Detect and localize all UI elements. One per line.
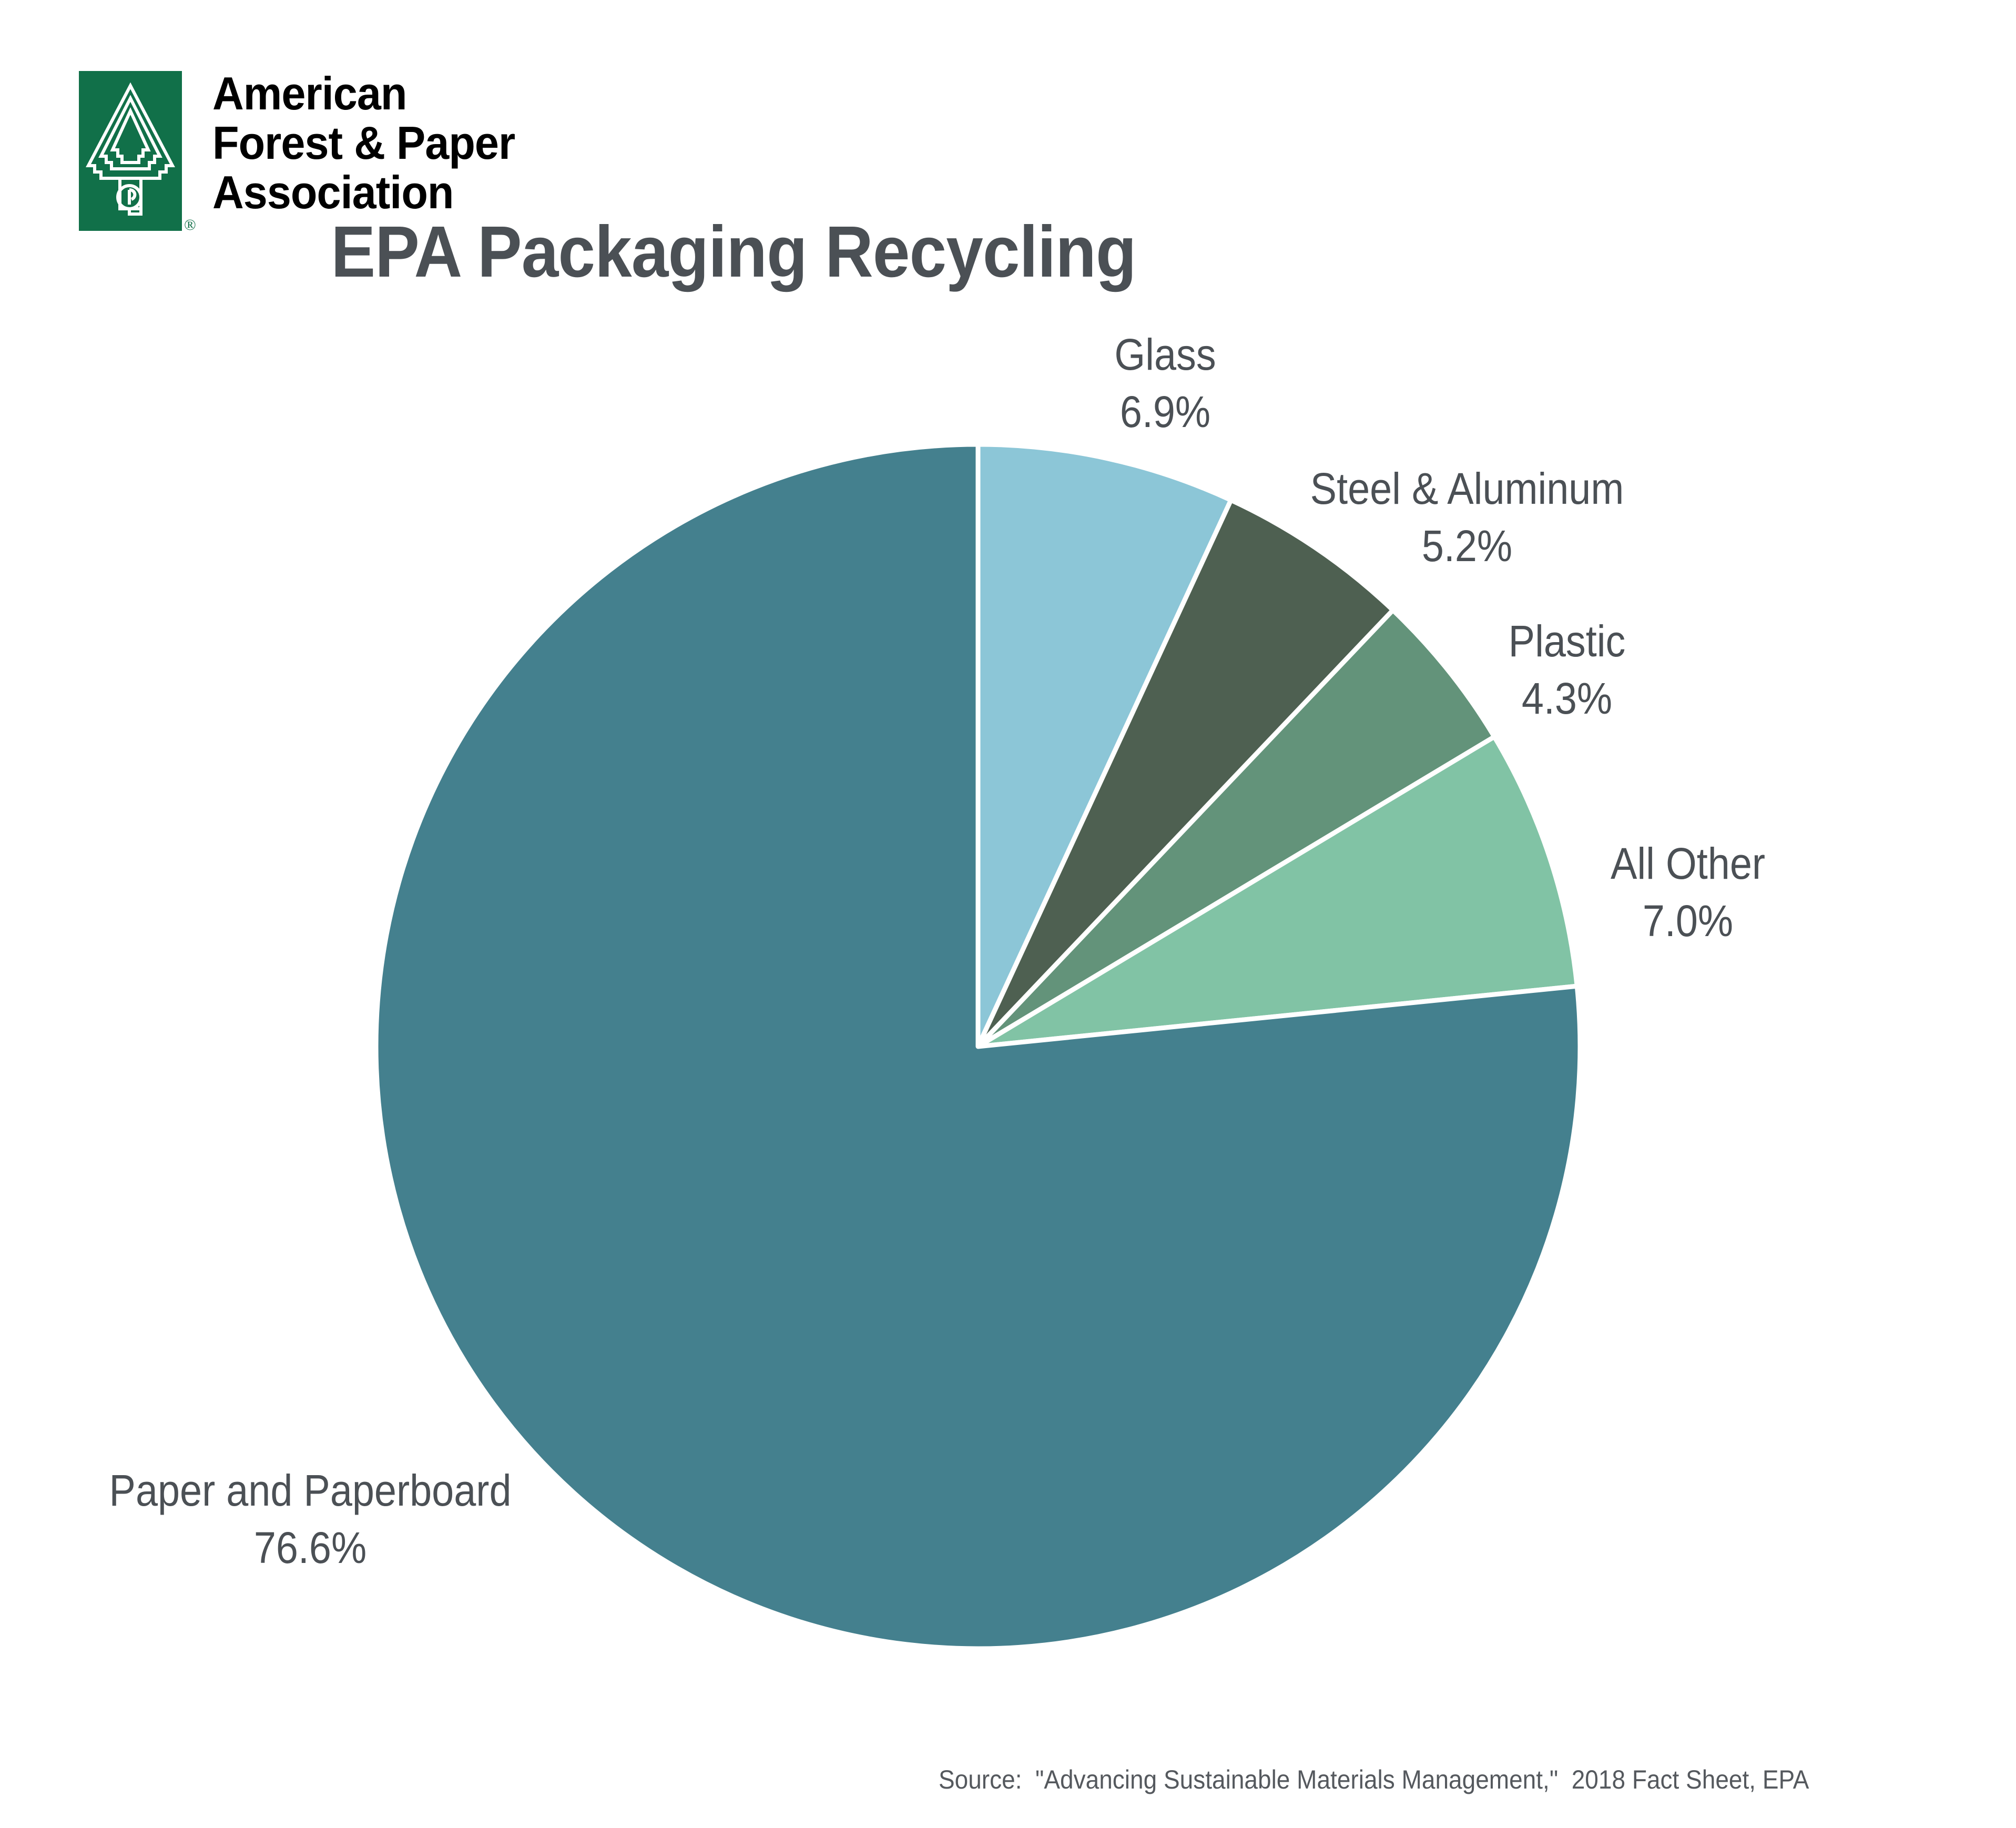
pie-label-steel-and-aluminum: Steel & Aluminum 5.2% (1193, 460, 1742, 575)
pie-label-plastic-value: 4.3% (1521, 674, 1613, 724)
pie-label-glass-name: Glass (1114, 330, 1216, 379)
pie-label-plastic: Plastic 4.3% (1359, 613, 1775, 727)
pie-label-glass-value: 6.9% (1119, 387, 1211, 437)
pie-slice (373, 442, 1583, 1651)
pie-label-paper-and-paperboard-value: 76.6% (253, 1523, 367, 1573)
pie-label-glass: Glass 6.9% (985, 326, 1345, 441)
pie-label-plastic-name: Plastic (1508, 616, 1626, 666)
pie-slice (975, 442, 1234, 1049)
pie-slice (975, 497, 1396, 1049)
afpa-wordmark-line-3: Association (212, 166, 454, 219)
afpa-wordmark-line-2: Forest & Paper (212, 117, 515, 169)
pie-label-all-other-value: 7.0% (1642, 896, 1734, 946)
pie-slice (975, 734, 1580, 1049)
pie-label-paper-and-paperboard: Paper and Paperboard 76.6% (59, 1462, 561, 1577)
pie-label-all-other: All Other 7.0% (1475, 835, 1901, 950)
pie-slices (373, 442, 1583, 1651)
pie-label-all-other-name: All Other (1610, 839, 1766, 888)
chart-title: EPA Packaging Recycling (331, 211, 1136, 292)
registered-trademark-icon: ® (184, 216, 196, 233)
afpa-tree-logo-mark: ® (79, 71, 196, 233)
pie-label-steel-and-aluminum-name: Steel & Aluminum (1310, 464, 1624, 513)
afpa-wordmark-line-1: American (212, 67, 407, 119)
pie-label-steel-and-aluminum-value: 5.2% (1421, 521, 1513, 571)
afpa-logo: ® American Forest & Paper Association (79, 67, 534, 233)
afpa-wordmark: American Forest & Paper Association (212, 67, 515, 219)
pie-slice (975, 607, 1497, 1049)
pie-label-paper-and-paperboard-name: Paper and Paperboard (109, 1466, 512, 1515)
source-note: Source: "Advancing Sustainable Materials… (938, 1765, 1809, 1794)
